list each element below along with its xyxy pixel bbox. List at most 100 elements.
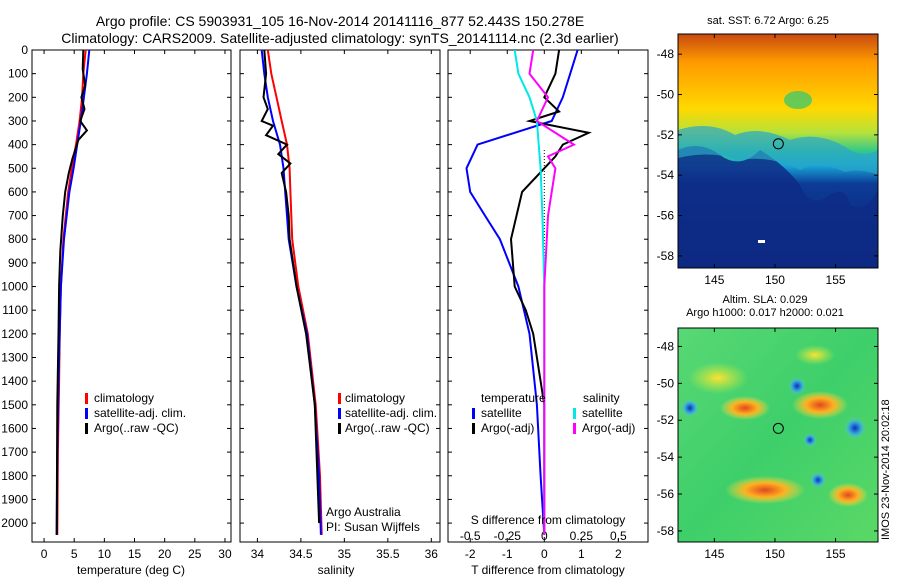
sla-map-frame	[677, 327, 879, 543]
x-tick-label: 35	[338, 547, 352, 561]
principal-investigator-label: PI: Susan Wijffels	[326, 520, 420, 534]
sst-white-mark	[758, 240, 765, 243]
legend-title-salinity: salinity	[583, 391, 620, 405]
legend-label-t-satellite: satellite	[481, 406, 522, 420]
sst-map-title: sat. SST: 6.72 Argo: 6.25	[707, 15, 829, 27]
lon-tick-label: 155	[826, 273, 846, 287]
sst-argo-position-marker	[772, 138, 784, 150]
x-tick-label: 0	[41, 547, 48, 561]
difference-series	[465, 50, 592, 535]
y-tick-label: 200	[8, 90, 28, 104]
s-difference-axis-label: S difference from climatology	[471, 513, 626, 527]
salinity-x-axis-label: salinity	[318, 563, 355, 577]
y-tick-label: 0	[21, 43, 28, 57]
legend-label-s-argo: Argo(-adj)	[582, 421, 635, 435]
sla-map-field	[678, 328, 878, 542]
sla-high-anomaly	[792, 391, 848, 419]
y-tick-label: 500	[8, 161, 28, 175]
sst-map-field	[678, 34, 878, 268]
sla-low-anomaly	[803, 433, 817, 447]
series-line-argo-adj-	[528, 50, 576, 535]
lat-tick-label: -56	[657, 487, 675, 501]
s-tick-label: -0.5	[460, 529, 481, 543]
figure-title-line1: Argo profile: CS 5903931_105 16-Nov-2014…	[96, 13, 584, 29]
lon-tick-label: 155	[826, 547, 846, 561]
sla-map-title-line2: Argo h1000: 0.017 h2000: 0.021	[686, 307, 844, 319]
x-tick-label: -2	[465, 547, 476, 561]
s-tick-label: 0.5	[610, 529, 627, 543]
x-tick-label: 25	[188, 547, 202, 561]
y-tick-label: 1300	[1, 351, 28, 365]
sst-cold-water	[678, 146, 878, 268]
x-tick-label: 5	[71, 547, 78, 561]
figure-title-line2: Climatology: CARS2009. Satellite-adjuste…	[61, 30, 618, 46]
x-tick-label: 10	[98, 547, 112, 561]
difference-x-ticks: -2 -1 0 1 2	[465, 50, 622, 561]
lat-tick-label: -58	[657, 524, 675, 538]
sla-low-anomaly	[810, 472, 826, 488]
y-tick-label: 2000	[1, 516, 28, 530]
series-line-argo-adj-	[509, 50, 592, 535]
y-tick-label: 1200	[1, 327, 28, 341]
x-tick-label: 1	[578, 547, 585, 561]
sla-high-anomaly	[828, 483, 868, 507]
legend-swatch-argo	[338, 423, 341, 434]
s-tick-label: 0	[541, 529, 548, 543]
y-tick-label: 100	[8, 67, 28, 81]
lat-tick-label: -56	[657, 209, 675, 223]
y-tick-label: 1000	[1, 280, 28, 294]
sla-map: Altim. SLA: 0.029 Argo h1000: 0.017 h200…	[657, 294, 892, 561]
salinity-panel: 34 34.5 35 35.5 36 salinity climatology sate…	[239, 49, 441, 577]
sla-high-anomaly	[688, 362, 748, 394]
x-tick-label: 30	[218, 547, 232, 561]
salinity-series	[260, 50, 323, 535]
salinity-legend: climatology satellite-adj. clim. Argo(..…	[338, 391, 437, 435]
y-tick-label: 400	[8, 138, 28, 152]
sla-map-ticks: 145 150 155 -48 -50 -52 -54 -56 -58	[657, 328, 878, 561]
y-tick-label: 1700	[1, 445, 28, 459]
s-tick-label: -0.25	[494, 529, 522, 543]
temperature-y-ticks: 0 100 200 300 400 500 600 700 800 900 1000 1100 1200…	[1, 43, 231, 530]
lon-tick-label: 145	[704, 273, 724, 287]
x-tick-label: 20	[158, 547, 172, 561]
temperature-legend: climatology satellite-adj. clim. Argo(..…	[85, 391, 186, 435]
legend-swatch-satellite	[338, 408, 341, 419]
legend-swatch-climatology	[338, 393, 341, 404]
lat-tick-label: -52	[657, 128, 675, 142]
lat-tick-label: -50	[657, 376, 675, 390]
y-tick-label: 1400	[1, 374, 28, 388]
lat-tick-label: -48	[657, 47, 675, 61]
argo-australia-label: Argo Australia	[326, 505, 401, 519]
imos-timestamp-label: IMOS 23-Nov-2014 20:02:18	[880, 399, 892, 540]
x-tick-label: 36	[425, 547, 439, 561]
legend-swatch-argo	[85, 423, 88, 434]
temperature-plot-frame	[31, 49, 232, 543]
y-tick-label: 1600	[1, 421, 28, 435]
x-tick-label: 35.5	[376, 547, 400, 561]
lat-tick-label: -58	[657, 249, 675, 263]
temperature-x-axis-label: temperature (deg C)	[77, 563, 185, 577]
sla-low-anomaly	[681, 399, 699, 417]
t-difference-axis-label: T difference from climatology	[471, 563, 625, 577]
lon-tick-label: 150	[765, 547, 785, 561]
sla-low-anomaly	[844, 417, 866, 439]
legend-swatch-climatology	[85, 393, 88, 404]
legend-swatch-s-argo	[573, 423, 576, 434]
y-tick-label: 1800	[1, 469, 28, 483]
temperature-x-ticks: 0 5 10 15 20 25 30	[41, 50, 232, 561]
sla-high-anomaly	[795, 345, 835, 365]
legend-label-satellite: satellite-adj. clim.	[345, 406, 437, 420]
x-tick-label: 34.5	[289, 547, 313, 561]
legend-swatch-t-argo	[472, 423, 475, 434]
y-tick-label: 900	[8, 256, 28, 270]
y-tick-label: 1100	[2, 303, 28, 317]
lon-tick-label: 150	[765, 273, 785, 287]
legend-title-temperature: temperature	[481, 391, 546, 405]
sst-map-ticks: 145 150 155 -48 -50 -52 -54 -56 -58	[657, 34, 878, 287]
lat-tick-label: -54	[657, 168, 675, 182]
y-tick-label: 1900	[1, 492, 28, 506]
sla-high-anomaly	[720, 396, 770, 420]
legend-label-climatology: climatology	[94, 391, 154, 405]
sla-high-anomaly	[725, 476, 805, 504]
temperature-panel: 0100200300400500600700800900100011001200…	[1, 43, 232, 577]
